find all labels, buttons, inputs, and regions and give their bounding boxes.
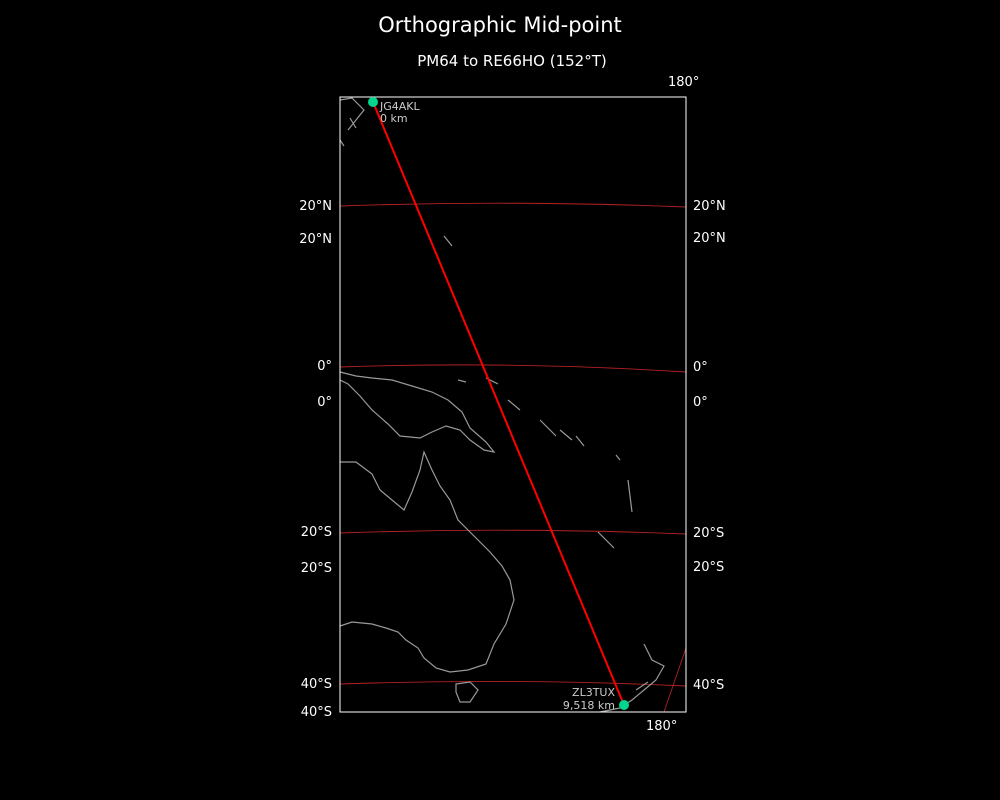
station-start: JG4AKL 0 km: [368, 97, 421, 125]
parallel-20s: [339, 529, 687, 535]
lon-label-bottom: 180°: [646, 719, 677, 734]
lat-label: 40°S: [301, 705, 332, 720]
lat-label: 40°S: [301, 677, 332, 692]
station-distance: 0 km: [380, 112, 408, 125]
parallel-20n: [339, 202, 687, 208]
coastlines: [339, 97, 665, 713]
lat-label: 20°S: [693, 560, 724, 575]
chart-title: Orthographic Mid-point: [378, 13, 622, 37]
parallel-40s: [339, 680, 687, 687]
station-marker: [619, 700, 629, 710]
station-distance: 9,518 km: [563, 699, 615, 712]
coastline-australia: [339, 450, 515, 673]
coastline-japan: [339, 97, 365, 147]
latitude-labels-left: 20°N 20°N 0° 0° 20°S 20°S 40°S 40°S: [299, 199, 332, 720]
coastline-islands: [443, 235, 633, 549]
lat-label: 20°S: [301, 561, 332, 576]
station-marker: [368, 97, 378, 107]
lat-label: 0°: [317, 359, 332, 374]
parallel-0: [339, 364, 687, 373]
lat-label: 20°N: [693, 199, 726, 214]
lat-label: 0°: [317, 395, 332, 410]
lat-label: 20°N: [299, 199, 332, 214]
lat-label: 20°N: [693, 231, 726, 246]
lat-label: 0°: [693, 395, 708, 410]
lat-label: 20°N: [299, 232, 332, 247]
station-end: ZL3TUX 9,518 km: [563, 686, 629, 712]
map-frame: [339, 96, 687, 713]
lon-label-top: 180°: [668, 75, 699, 90]
lat-label: 0°: [693, 360, 708, 375]
great-circle-path: [372, 101, 625, 706]
coastline-tasmania: [455, 681, 479, 703]
lat-label: 20°S: [301, 525, 332, 540]
path-line: [372, 101, 625, 706]
lat-label: 40°S: [693, 678, 724, 693]
graticule: [339, 202, 687, 713]
meridian-180: [663, 647, 687, 713]
chart-subtitle: PM64 to RE66HO (152°T): [417, 52, 607, 70]
latitude-labels-right: 20°N 20°N 0° 0° 20°S 20°S 40°S: [693, 199, 726, 693]
coastline-new-guinea: [339, 371, 496, 453]
station-call: ZL3TUX: [572, 686, 615, 699]
station-call: JG4AKL: [379, 100, 421, 113]
lat-label: 20°S: [693, 526, 724, 541]
